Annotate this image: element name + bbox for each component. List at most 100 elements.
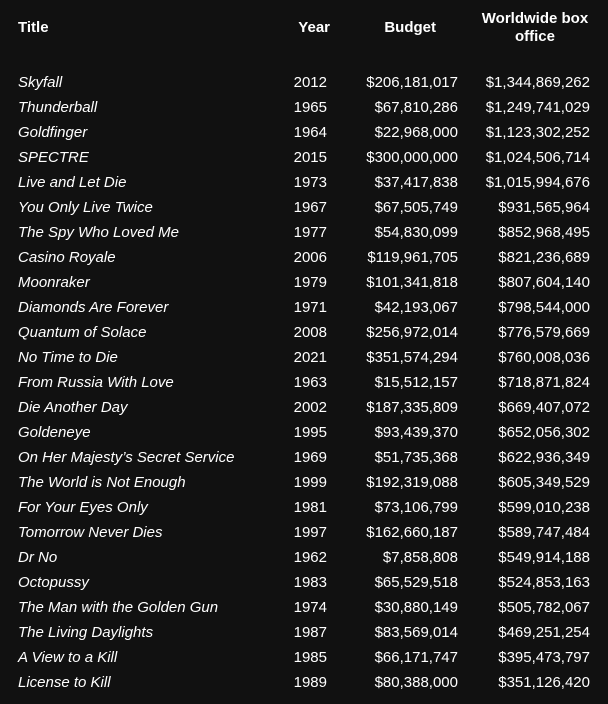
cell-budget: $206,181,017 xyxy=(366,74,458,91)
table-row: Goldeneye 1995 $93,439,370 $652,056,302 xyxy=(0,420,604,445)
cell-budget: $30,880,149 xyxy=(374,599,458,616)
cell-budget: $67,810,286 xyxy=(374,99,458,116)
table-row: Casino Royale 2006 $119,961,705 $821,236,68… xyxy=(0,245,604,270)
cell-budget: $83,569,014 xyxy=(374,624,458,641)
cell-year: 1981 xyxy=(293,499,327,516)
cell-title: Goldfinger xyxy=(18,124,88,141)
cell-box-office: $669,407,072 xyxy=(498,399,590,416)
cell-box-office: $622,936,349 xyxy=(498,449,590,466)
cell-box-office: $599,010,238 xyxy=(498,499,590,516)
cell-year: 1997 xyxy=(293,524,327,541)
cell-box-office: $652,056,302 xyxy=(498,424,590,441)
cell-title: Tomorrow Never Dies xyxy=(18,524,163,541)
cell-box-office: $395,473,797 xyxy=(498,649,590,666)
header-year: Year xyxy=(298,19,330,36)
cell-title: The Spy Who Loved Me xyxy=(18,224,179,241)
cell-title: For Your Eyes Only xyxy=(18,499,148,516)
cell-year: 1973 xyxy=(293,174,327,191)
table-row: Quantum of Solace 2008 $256,972,014 $776,57… xyxy=(0,320,604,345)
cell-budget: $192,319,088 xyxy=(366,474,458,491)
cell-title: You Only Live Twice xyxy=(18,199,153,216)
cell-budget: $22,968,000 xyxy=(374,124,458,141)
cell-budget: $54,830,099 xyxy=(374,224,458,241)
table-row: For Your Eyes Only 1981 $73,106,799 $599,01… xyxy=(0,495,604,520)
cell-box-office: $605,349,529 xyxy=(498,474,590,491)
cell-box-office: $549,914,188 xyxy=(498,549,590,566)
cell-budget: $256,972,014 xyxy=(366,324,458,341)
table-row: You Only Live Twice 1967 $67,505,749 $931,5… xyxy=(0,195,604,220)
cell-budget: $42,193,067 xyxy=(374,299,458,316)
cell-year: 1962 xyxy=(293,549,327,566)
cell-box-office: $589,747,484 xyxy=(498,524,590,541)
cell-budget: $80,388,000 xyxy=(374,674,458,691)
cell-budget: $93,439,370 xyxy=(374,424,458,441)
cell-year: 2012 xyxy=(293,74,327,91)
cell-box-office: $505,782,067 xyxy=(498,599,590,616)
cell-box-office: $1,015,994,676 xyxy=(485,174,590,191)
table-row: Thunderball 1965 $67,810,286 $1,249,741,029 xyxy=(0,95,604,120)
cell-budget: $300,000,000 xyxy=(366,149,458,166)
header-row: Title Year Budget Worldwide box office xyxy=(0,0,604,56)
cell-title: Die Another Day xyxy=(18,399,128,416)
cell-year: 1995 xyxy=(293,424,327,441)
cell-budget: $65,529,518 xyxy=(374,574,458,591)
cell-title: Goldeneye xyxy=(18,424,91,441)
cell-title: Moonraker xyxy=(18,274,90,291)
cell-budget: $15,512,157 xyxy=(374,374,458,391)
table-body: Skyfall 2012 $206,181,017 $1,344,869,262 Thu… xyxy=(0,56,604,695)
table-row: From Russia With Love 1963 $15,512,157 $718… xyxy=(0,370,604,395)
table-row: The Living Daylights 1987 $83,569,014 $469,… xyxy=(0,620,604,645)
cell-box-office: $821,236,689 xyxy=(498,249,590,266)
cell-budget: $66,171,747 xyxy=(374,649,458,666)
cell-year: 1965 xyxy=(293,99,327,116)
cell-budget: $101,341,818 xyxy=(366,274,458,291)
cell-year: 1999 xyxy=(293,474,327,491)
cell-year: 1979 xyxy=(293,274,327,291)
cell-budget: $351,574,294 xyxy=(366,349,458,366)
table-row: Tomorrow Never Dies 1997 $162,660,187 $589,… xyxy=(0,520,604,545)
cell-box-office: $351,126,420 xyxy=(498,674,590,691)
cell-title: SPECTRE xyxy=(18,149,89,166)
cell-title: Live and Let Die xyxy=(18,174,127,191)
cell-year: 1985 xyxy=(293,649,327,666)
cell-year: 2015 xyxy=(293,149,327,166)
cell-budget: $67,505,749 xyxy=(374,199,458,216)
cell-title: Thunderball xyxy=(18,99,98,116)
cell-year: 1977 xyxy=(293,224,327,241)
cell-box-office: $1,249,741,029 xyxy=(485,99,590,116)
cell-title: The Living Daylights xyxy=(18,624,154,641)
table-row: Diamonds Are Forever 1971 $42,193,067 $798,… xyxy=(0,295,604,320)
cell-year: 1989 xyxy=(293,674,327,691)
header-budget: Budget xyxy=(384,19,436,36)
cell-title: Casino Royale xyxy=(18,249,116,266)
cell-year: 2008 xyxy=(293,324,327,341)
table-row: The Spy Who Loved Me 1977 $54,830,099 $852,… xyxy=(0,220,604,245)
cell-budget: $119,961,705 xyxy=(367,249,458,266)
table-row: The Man with the Golden Gun 1974 $30,880,1… xyxy=(0,595,604,620)
table-row: The World is Not Enough 1999 $192,319,088 $… xyxy=(0,470,604,495)
table-row: A View to a Kill 1985 $66,171,747 $395,473,… xyxy=(0,645,604,670)
cell-year: 1983 xyxy=(293,574,327,591)
cell-year: 1964 xyxy=(293,124,327,141)
cell-title: A View to a Kill xyxy=(18,649,118,666)
cell-box-office: $524,853,163 xyxy=(498,574,590,591)
table-row: Live and Let Die 1973 $37,417,838 $1,015,99… xyxy=(0,170,604,195)
table-row: Die Another Day 2002 $187,335,809 $669,407,… xyxy=(0,395,604,420)
cell-box-office: $760,008,036 xyxy=(498,349,590,366)
cell-budget: $37,417,838 xyxy=(374,174,458,191)
cell-year: 1963 xyxy=(293,374,327,391)
cell-year: 1974 xyxy=(293,599,327,616)
cell-title: On Her Majesty’s Secret Service xyxy=(18,449,235,466)
table-row: Octopussy 1983 $65,529,518 $524,853,163 xyxy=(0,570,604,595)
cell-budget: $187,335,809 xyxy=(366,399,458,416)
table-row: On Her Majesty’s Secret Service 1969 $51,7… xyxy=(0,445,604,470)
cell-budget: $7,858,808 xyxy=(382,549,458,566)
cell-year: 1971 xyxy=(293,299,327,316)
cell-title: Skyfall xyxy=(18,74,63,91)
spacer-row xyxy=(0,56,604,70)
cell-title: The Man with the Golden Gun xyxy=(18,599,219,616)
cell-title: Octopussy xyxy=(18,574,89,591)
table-row: SPECTRE 2015 $300,000,000 $1,024,506,714 xyxy=(0,145,604,170)
table-row: No Time to Die 2021 $351,574,294 $760,008,0… xyxy=(0,345,604,370)
